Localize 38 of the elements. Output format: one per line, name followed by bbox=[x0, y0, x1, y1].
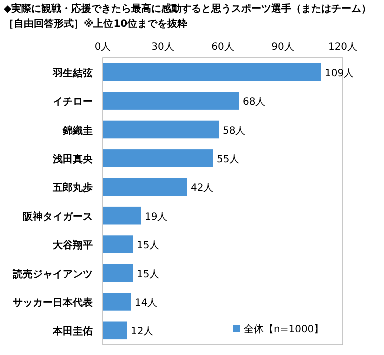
bar bbox=[103, 120, 219, 139]
x-tick-label: 0人 bbox=[94, 42, 112, 53]
y-tick-label: 読売ジャイアンツ bbox=[12, 268, 93, 280]
y-tick-label: 五郎丸歩 bbox=[52, 182, 93, 194]
x-tick-label: 120人 bbox=[328, 42, 358, 53]
y-tick-label: 阪神タイガース bbox=[23, 210, 93, 223]
y-tick-label: 羽生結弦 bbox=[52, 67, 93, 80]
data-label: 55人 bbox=[217, 154, 240, 166]
y-tick-label: サッカー日本代表 bbox=[13, 296, 94, 309]
data-label: 68人 bbox=[243, 97, 266, 108]
bar bbox=[103, 322, 127, 340]
bar bbox=[103, 236, 133, 254]
y-tick-label: 大谷翔平 bbox=[52, 240, 93, 252]
data-label: 19人 bbox=[145, 212, 168, 223]
bar bbox=[103, 178, 187, 196]
x-tick-label: 60人 bbox=[212, 42, 234, 53]
data-label: 109人 bbox=[325, 68, 354, 80]
data-label: 12人 bbox=[131, 326, 154, 338]
bar bbox=[103, 264, 133, 282]
bar bbox=[103, 206, 141, 225]
x-tick-label: 90人 bbox=[272, 42, 294, 53]
data-label: 15人 bbox=[137, 269, 160, 280]
data-label: 14人 bbox=[135, 298, 158, 309]
bar bbox=[103, 150, 213, 168]
chart-title: ◆実際に観戦・応援できたら最高に感動すると思うスポーツ選手（またはチーム） bbox=[4, 3, 372, 15]
data-label: 15人 bbox=[137, 240, 160, 252]
y-tick-label: 浅田真央 bbox=[52, 153, 94, 166]
bar bbox=[103, 293, 131, 311]
bar bbox=[103, 63, 321, 82]
y-tick-label: 本田圭佑 bbox=[52, 326, 93, 338]
legend-label: 全体【n=1000】 bbox=[244, 324, 324, 336]
y-tick-label: イチロー bbox=[53, 97, 93, 108]
y-tick-label: 錦織圭 bbox=[62, 124, 93, 137]
bar bbox=[103, 92, 239, 110]
x-tick-label: 30人 bbox=[152, 42, 174, 53]
chart-subtitle: ［自由回答形式］※上位10位までを抜粋 bbox=[4, 18, 188, 30]
data-label: 42人 bbox=[191, 183, 214, 194]
data-label: 58人 bbox=[223, 126, 246, 137]
